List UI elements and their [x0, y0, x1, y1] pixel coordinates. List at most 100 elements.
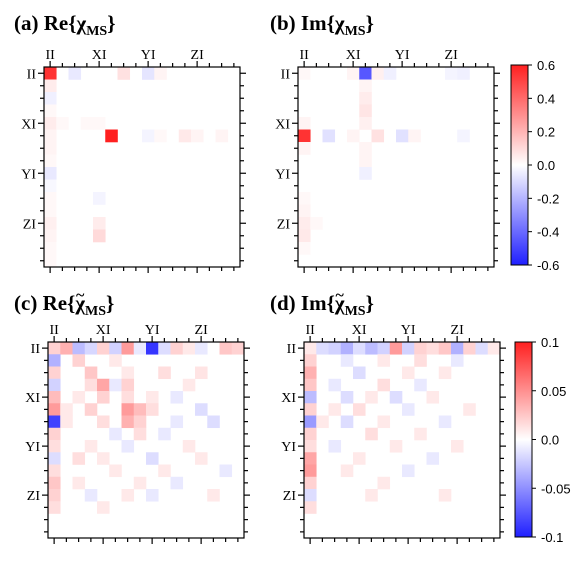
heatmap-cell [48, 415, 61, 429]
heatmap-cell [84, 342, 98, 355]
x-tick-label: XI [346, 48, 361, 63]
heatmap-cell [304, 452, 317, 465]
heatmap-cell [84, 378, 98, 392]
colorbar-1: 0.6 0.4 0.2 0.0 -0.2 -0.4 -0.6 [510, 58, 559, 273]
heatmap-cell [353, 342, 366, 355]
heatmap-cell [133, 476, 147, 490]
heatmap-cell [359, 79, 372, 93]
heatmap-cell [142, 67, 155, 80]
heatmap-cell [48, 391, 61, 404]
heatmap-cell [44, 204, 57, 218]
title-main: Re{χ [44, 11, 87, 35]
heatmap-cell [298, 142, 311, 155]
plot-frame [43, 66, 241, 268]
heatmap-cell [304, 489, 317, 502]
heatmap-cell [48, 378, 61, 392]
heatmap-cell [426, 342, 440, 355]
heatmap-cell [438, 342, 452, 355]
title-end: } [107, 11, 115, 35]
title-sub: MS [345, 304, 366, 319]
title-end: } [366, 291, 374, 315]
heatmap-cell [359, 142, 372, 155]
heatmap-cell [340, 354, 354, 367]
heatmap-cell [377, 354, 391, 367]
heatmap-cell [304, 427, 317, 441]
heatmap-cell [97, 501, 110, 514]
heatmap-cell [219, 342, 233, 355]
heatmap-cell [84, 366, 98, 380]
heatmap-cell [109, 427, 122, 441]
heatmap-cell [347, 67, 360, 80]
heatmap-cell [298, 242, 311, 255]
heatmap-cell [457, 129, 470, 143]
panel-title: (a) Re{χMS} [14, 11, 116, 39]
heatmap-cell [304, 378, 317, 392]
heatmap-cell [304, 501, 317, 514]
heatmap-cell [304, 354, 317, 367]
x-tick-label: ZI [191, 48, 205, 63]
heatmap-cell [195, 452, 208, 465]
heatmap-cell [121, 403, 135, 416]
heatmap-cell [231, 342, 245, 355]
heatmap-cell [298, 229, 311, 243]
heatmap-cell [389, 391, 403, 404]
heatmap-cell [316, 342, 329, 355]
x-tick-label: II [305, 323, 315, 338]
heatmap-cell [304, 464, 317, 478]
heatmap-cell [48, 342, 61, 355]
colorbar-gradient [514, 341, 533, 538]
x-tick-label: II [45, 48, 55, 63]
heatmap-cell [154, 129, 167, 143]
y-tick-label: YI [281, 440, 296, 455]
heatmap-cell [371, 129, 385, 143]
heatmap-cell [426, 452, 440, 465]
title-main: Re{χ [43, 291, 86, 315]
heatmap-cell [48, 403, 61, 416]
heatmap-cell [438, 366, 452, 380]
heatmap-cell [93, 192, 106, 205]
heatmap-cell [44, 117, 57, 130]
heatmap-cell [146, 342, 159, 355]
colorbar-tick-label: 0.1 [541, 335, 559, 350]
heatmap-cell [463, 403, 476, 416]
heatmap-cell [408, 129, 421, 143]
heatmap-cell [170, 391, 184, 404]
y-tick-label: II [27, 67, 37, 82]
heatmap-cell [72, 476, 86, 490]
heatmap-cell [304, 403, 317, 416]
heatmap-cell [377, 378, 391, 392]
y-tick-label: ZI [283, 489, 297, 504]
heatmap-cell [402, 342, 415, 355]
heatmap-cell [215, 129, 229, 143]
x-tick-label: YI [141, 48, 156, 63]
heatmap-cell [195, 342, 208, 355]
y-tick-label: XI [281, 391, 296, 406]
heatmap-cell [44, 192, 57, 205]
plot-frame [47, 341, 245, 539]
heatmap-cell [438, 415, 452, 429]
heatmap-cell [121, 440, 135, 453]
y-tick-label: II [281, 67, 291, 82]
heatmap-cells [298, 67, 470, 255]
heatmap-cell [451, 354, 464, 367]
heatmap-cell [158, 464, 171, 478]
heatmap-cell [44, 79, 57, 93]
heatmap-cell [72, 391, 86, 404]
heatmap-cell [44, 217, 57, 230]
heatmap-cell [475, 342, 489, 355]
colorbar-tick-label: -0.4 [537, 225, 559, 240]
heatmap-cell [44, 154, 57, 168]
panel-c: (c) Re{χMS} II II XI XI YI YI ZI ZI ~ [14, 287, 250, 544]
heatmap-cell [298, 129, 311, 143]
heatmap-cell [48, 501, 61, 514]
heatmap-cell [414, 354, 427, 367]
y-tick-label: YI [21, 167, 36, 182]
x-tick-label: YI [395, 48, 410, 63]
x-tick-label: XI [96, 323, 111, 338]
heatmap-cell [396, 129, 409, 143]
heatmap-cell [304, 366, 317, 380]
heatmap-cell [48, 366, 61, 380]
heatmap-cell [72, 354, 86, 367]
heatmap-cell [56, 117, 69, 130]
